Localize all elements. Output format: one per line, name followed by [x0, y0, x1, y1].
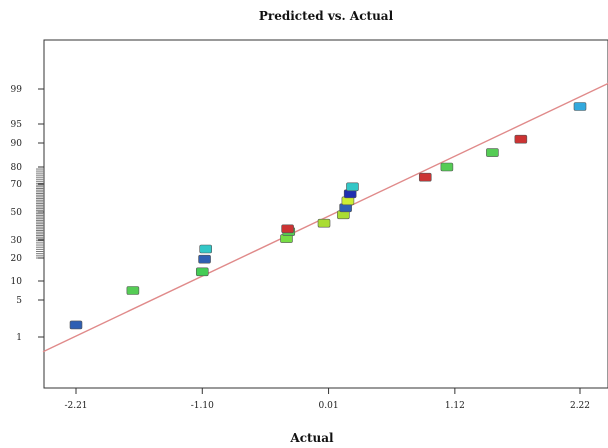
x-tick-label: 0.01 [319, 401, 339, 411]
y-tick-label: 90 [11, 139, 23, 149]
data-point [199, 244, 212, 254]
y-tick-label: 70 [11, 180, 23, 190]
data-point [69, 320, 83, 330]
data-point [346, 182, 359, 192]
x-tick-label: 1.12 [445, 401, 465, 411]
chart-title: Predicted vs. Actual [259, 9, 394, 23]
y-tick-label: 50 [11, 208, 23, 218]
data-point [281, 224, 294, 234]
fit-line [42, 82, 608, 353]
data-point [198, 254, 211, 264]
y-tick-label: 10 [11, 277, 23, 287]
y-tick-label: 95 [11, 120, 23, 130]
data-point [486, 148, 499, 157]
y-tick-label: 80 [11, 163, 23, 173]
plot-area: 1 5 10 20 30 50 70 80 90 95 99 -2.21 -1.10 0.01 1.12 2… [11, 39, 608, 411]
data-point [418, 172, 432, 182]
x-tick-label: -2.21 [64, 401, 87, 411]
data-point [573, 102, 587, 111]
y-tick-label: 30 [11, 236, 23, 246]
y-axis: 1 5 10 20 30 50 70 80 90 95 99 [11, 85, 44, 343]
y-tick-label: 99 [11, 85, 23, 95]
data-point [514, 134, 528, 144]
x-tick-label: -1.10 [191, 401, 214, 411]
y-tick-label: 20 [11, 254, 23, 264]
y-rug-ticks [36, 168, 44, 259]
data-points [69, 102, 587, 330]
x-axis: -2.21 -1.10 0.01 1.12 2.22 [64, 388, 590, 411]
data-point [317, 218, 331, 228]
y-tick-label: 1 [16, 333, 22, 343]
plot-frame [43, 39, 608, 389]
data-point [440, 162, 454, 172]
x-axis-title: Actual [289, 431, 334, 445]
data-point [126, 286, 140, 295]
x-tick-label: 2.22 [570, 401, 590, 411]
data-point [195, 267, 209, 277]
y-tick-label: 5 [16, 296, 22, 306]
